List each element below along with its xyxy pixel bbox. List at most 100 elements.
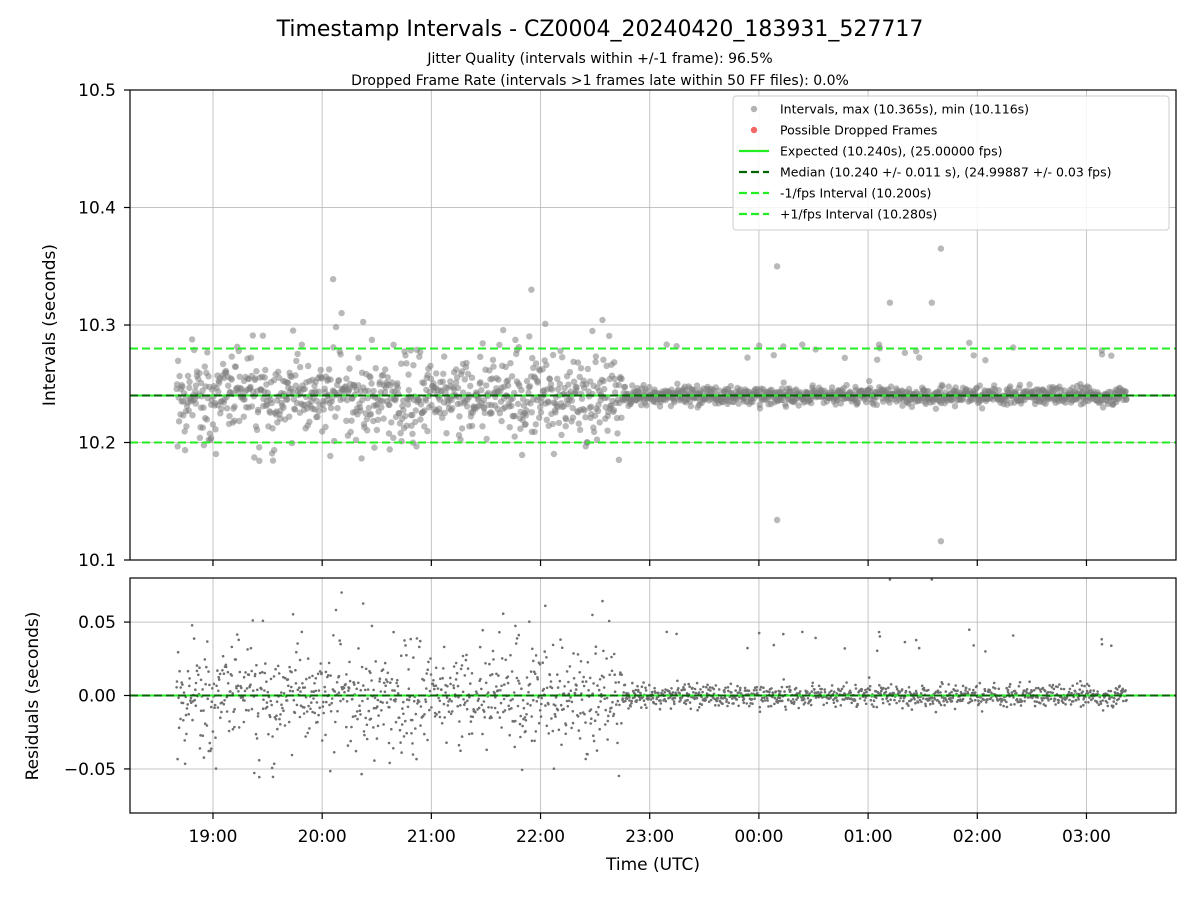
residual-point <box>465 653 468 657</box>
residual-point <box>499 689 502 692</box>
residual-point <box>290 753 294 757</box>
residual-point <box>253 672 257 676</box>
residual-point <box>544 704 547 707</box>
residual-point <box>425 672 429 675</box>
interval-point <box>522 412 530 419</box>
residual-point <box>671 691 675 694</box>
residual-point <box>406 705 410 709</box>
residual-point <box>271 735 274 738</box>
residual-point <box>734 689 737 692</box>
residual-point <box>487 706 490 709</box>
residual-point <box>507 704 511 708</box>
residual-point <box>1114 691 1117 695</box>
residual-point <box>538 709 542 712</box>
residual-point <box>853 699 857 702</box>
interval-point <box>479 423 486 430</box>
residual-point <box>267 732 270 736</box>
interval-point <box>486 367 493 374</box>
residual-point <box>854 683 857 687</box>
interval-point <box>364 387 372 394</box>
residual-point <box>1023 696 1027 699</box>
interval-point <box>186 378 193 385</box>
interval-point <box>518 386 525 394</box>
interval-point <box>427 375 435 382</box>
residual-point <box>497 674 500 677</box>
residual-point <box>800 696 803 699</box>
residual-point <box>187 712 190 716</box>
residual-point <box>697 691 701 694</box>
residual-point <box>272 675 276 678</box>
residual-point <box>599 700 602 703</box>
residual-point <box>668 692 672 695</box>
interval-point <box>329 276 337 283</box>
residual-point <box>1018 681 1022 684</box>
residual-point <box>1084 700 1087 704</box>
residual-point <box>817 684 821 688</box>
residual-point <box>461 690 465 694</box>
residual-point <box>298 715 302 719</box>
residual-point <box>405 653 408 657</box>
residual-point <box>1003 698 1006 702</box>
residual-point <box>249 683 252 686</box>
interval-point <box>337 351 344 358</box>
residual-point <box>364 716 368 720</box>
residual-point <box>1047 699 1050 702</box>
interval-point <box>367 410 375 418</box>
residual-point <box>758 705 761 709</box>
residual-point <box>1006 688 1010 692</box>
interval-point <box>269 457 277 464</box>
interval-point <box>575 420 582 427</box>
top-y-tick-label: 10.4 <box>78 199 116 219</box>
interval-point <box>862 398 870 406</box>
residual-point <box>579 660 583 663</box>
residual-point <box>506 681 510 685</box>
residual-point <box>372 706 376 710</box>
residual-point <box>402 700 405 704</box>
residual-point <box>1051 683 1055 687</box>
residual-point <box>594 652 597 655</box>
residual-point <box>868 684 872 688</box>
residual-point <box>255 663 258 667</box>
residual-point <box>404 644 407 647</box>
residual-point <box>814 636 817 640</box>
residual-point <box>457 743 461 747</box>
interval-point <box>525 389 532 396</box>
residual-point <box>551 643 555 647</box>
residual-point <box>1107 689 1110 693</box>
residual-point <box>312 690 316 693</box>
residual-point <box>772 643 776 647</box>
interval-point <box>502 363 509 371</box>
residual-point <box>991 699 995 702</box>
residual-point <box>954 684 957 687</box>
residual-point <box>872 699 876 702</box>
residual-point <box>241 696 245 699</box>
residual-point <box>313 682 316 685</box>
residual-point <box>715 699 719 703</box>
interval-point <box>489 356 497 364</box>
residual-point <box>517 679 520 683</box>
residual-point <box>509 653 512 657</box>
residual-point <box>739 686 742 690</box>
residual-point <box>907 686 911 689</box>
residual-point <box>1124 689 1127 692</box>
residual-point <box>247 673 251 676</box>
residual-point <box>618 703 621 707</box>
residual-point <box>1100 642 1104 646</box>
residual-point <box>520 768 524 772</box>
residual-point <box>191 718 194 722</box>
residual-point <box>637 690 640 693</box>
residual-point <box>311 674 314 678</box>
interval-point <box>770 352 777 359</box>
residual-point <box>795 692 799 695</box>
interval-point <box>343 375 350 382</box>
residual-point <box>963 692 967 695</box>
residual-point <box>631 681 634 685</box>
residual-point <box>763 699 767 702</box>
interval-point <box>374 416 382 423</box>
interval-point <box>574 359 582 366</box>
residual-point <box>810 690 814 693</box>
interval-point <box>951 403 959 410</box>
residual-point <box>444 691 447 694</box>
interval-point <box>504 382 512 389</box>
interval-point <box>479 340 486 347</box>
